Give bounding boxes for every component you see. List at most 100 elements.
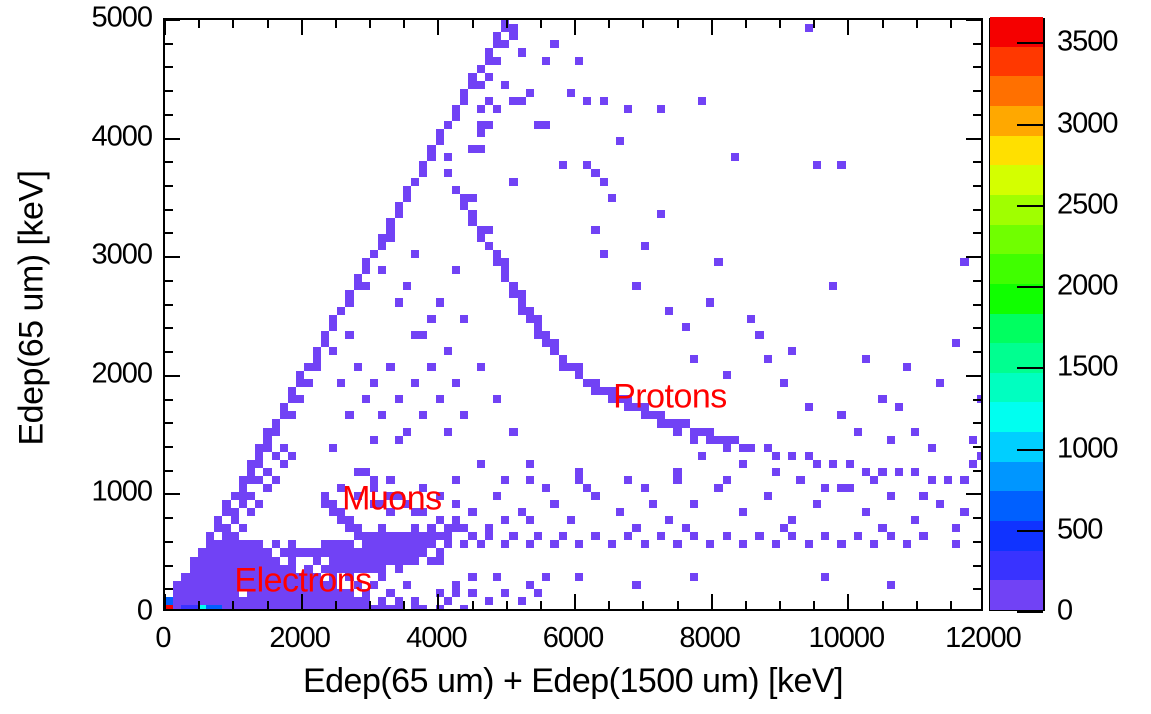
histogram-cell	[575, 371, 584, 380]
colorbar-band	[990, 550, 1043, 581]
histogram-cell	[501, 258, 510, 267]
histogram-cell	[337, 516, 346, 525]
histogram-cell	[640, 540, 649, 549]
colorbar-band	[990, 105, 1043, 136]
x-tick-label: 8000	[679, 622, 741, 654]
histogram-cell	[189, 556, 198, 565]
histogram-cell	[247, 459, 256, 468]
colorbar-tick	[1017, 42, 1043, 45]
histogram-cell	[320, 338, 329, 347]
histogram-cell	[255, 596, 264, 605]
histogram-cell	[722, 371, 731, 380]
x-minor-tick	[915, 20, 918, 28]
histogram-cell	[214, 524, 223, 533]
histogram-cell	[460, 540, 469, 549]
y-minor-tick	[973, 398, 981, 401]
histogram-cell	[517, 596, 526, 605]
y-tick-label: 2000	[91, 357, 153, 390]
x-minor-tick	[608, 20, 611, 28]
histogram-cell	[312, 580, 321, 589]
x-minor-tick	[881, 20, 884, 28]
histogram-cell	[460, 88, 469, 97]
histogram-cell	[263, 580, 272, 589]
histogram-cell	[419, 532, 428, 541]
histogram-cell	[935, 379, 944, 388]
y-minor-tick	[973, 185, 981, 188]
histogram-cell	[386, 548, 395, 557]
histogram-cell	[853, 532, 862, 541]
x-minor-tick	[471, 20, 474, 28]
histogram-cell	[607, 193, 616, 202]
histogram-cell	[222, 556, 231, 565]
histogram-cell	[411, 250, 420, 259]
histogram-cell	[394, 201, 403, 210]
histogram-cell	[443, 153, 452, 162]
histogram-cell	[247, 467, 256, 476]
colorbar-tick	[1017, 367, 1043, 370]
colorbar-tick-label: 3000	[1057, 107, 1119, 140]
histogram-cell	[681, 322, 690, 331]
histogram-cell	[566, 362, 575, 372]
histogram-cell	[435, 137, 444, 146]
histogram-cell	[509, 290, 518, 299]
colorbar-band	[990, 490, 1043, 522]
histogram-cell	[583, 483, 592, 493]
histogram-cell	[435, 298, 444, 307]
histogram-cell	[534, 322, 543, 331]
histogram-cell	[320, 548, 329, 557]
histogram-cell	[329, 556, 338, 565]
histogram-cell	[443, 169, 452, 178]
histogram-cell	[394, 548, 403, 557]
histogram-cell	[394, 564, 403, 573]
histogram-cell	[337, 596, 346, 605]
histogram-cell	[345, 588, 354, 597]
histogram-cell	[378, 540, 387, 549]
histogram-cell	[665, 419, 674, 428]
colorbar-tick	[1017, 286, 1043, 289]
histogram-cell	[452, 500, 461, 509]
histogram-cell	[599, 387, 608, 396]
histogram-cell	[279, 604, 288, 609]
histogram-cell	[599, 250, 608, 259]
histogram-cell	[443, 524, 452, 533]
x-minor-tick	[403, 601, 406, 609]
y-tick-label: 0	[136, 594, 153, 627]
histogram-cell	[657, 532, 666, 541]
y-minor-tick	[165, 351, 173, 354]
histogram-cell	[476, 540, 485, 549]
histogram-cell	[279, 596, 288, 605]
histogram-cell	[681, 419, 690, 428]
histogram-cell	[238, 540, 247, 549]
histogram-cell	[411, 556, 420, 565]
y-minor-tick	[165, 42, 173, 45]
histogram-cell	[583, 379, 592, 388]
histogram-cell	[206, 580, 215, 589]
histogram-cell	[771, 451, 780, 460]
y-minor-tick	[165, 327, 173, 330]
histogram-cell	[361, 395, 370, 404]
histogram-cell	[263, 435, 272, 444]
histogram-cell	[739, 508, 748, 517]
histogram-cell	[632, 524, 641, 533]
histogram-cell	[476, 459, 485, 468]
x-minor-tick	[539, 20, 542, 28]
histogram-cell	[468, 572, 477, 581]
histogram-cell	[263, 548, 272, 557]
x-minor-tick	[266, 601, 269, 609]
histogram-cell	[271, 475, 280, 484]
y-minor-tick	[165, 445, 173, 448]
histogram-cell	[747, 314, 756, 323]
histogram-cell	[353, 524, 362, 533]
histogram-cell	[812, 500, 821, 509]
histogram-cell	[624, 403, 633, 412]
histogram-cell-hot	[165, 604, 174, 609]
plot-frame: Electrons Muons Protons	[163, 18, 983, 611]
histogram-cell	[427, 556, 436, 565]
colorbar-tick	[1017, 529, 1043, 532]
histogram-cell	[206, 596, 215, 605]
histogram-cell	[763, 354, 772, 363]
y-minor-tick	[973, 469, 981, 472]
colorbar-band	[990, 135, 1043, 166]
y-tick-label: 5000	[91, 1, 153, 34]
histogram-cell	[722, 475, 731, 484]
